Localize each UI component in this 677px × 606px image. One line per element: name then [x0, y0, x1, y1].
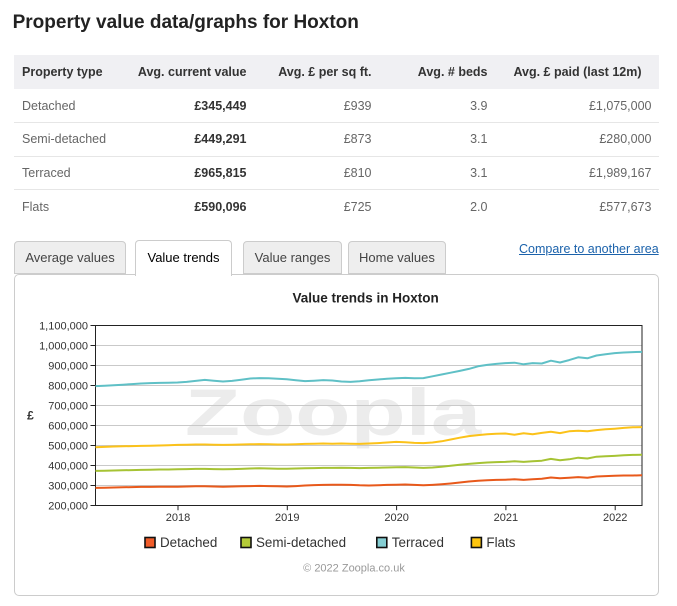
svg-text:700,000: 700,000: [48, 401, 88, 413]
svg-text:© 2022 Zoopla.co.uk: © 2022 Zoopla.co.uk: [303, 563, 405, 575]
svg-text:2018: 2018: [166, 512, 190, 524]
svg-text:Value trends in Hoxton: Value trends in Hoxton: [292, 291, 438, 306]
svg-text:1,100,000: 1,100,000: [39, 321, 88, 333]
svg-text:200,000: 200,000: [48, 501, 88, 513]
svg-text:800,000: 800,000: [48, 381, 88, 393]
svg-text:Flats: Flats: [486, 535, 515, 550]
svg-text:1,000,000: 1,000,000: [39, 341, 88, 353]
svg-text:300,000: 300,000: [48, 481, 88, 493]
svg-text:2020: 2020: [384, 512, 408, 524]
svg-text:£: £: [27, 408, 34, 422]
svg-text:2022: 2022: [603, 512, 627, 524]
svg-text:Detached: Detached: [160, 535, 217, 550]
svg-text:500,000: 500,000: [48, 441, 88, 453]
svg-text:600,000: 600,000: [48, 421, 88, 433]
svg-text:Terraced: Terraced: [392, 535, 444, 550]
svg-text:Semi-detached: Semi-detached: [256, 535, 346, 550]
svg-text:400,000: 400,000: [48, 461, 88, 473]
svg-text:900,000: 900,000: [48, 361, 88, 373]
svg-text:Zoopla: Zoopla: [185, 375, 482, 449]
svg-text:2021: 2021: [494, 512, 518, 524]
svg-text:2019: 2019: [275, 512, 299, 524]
